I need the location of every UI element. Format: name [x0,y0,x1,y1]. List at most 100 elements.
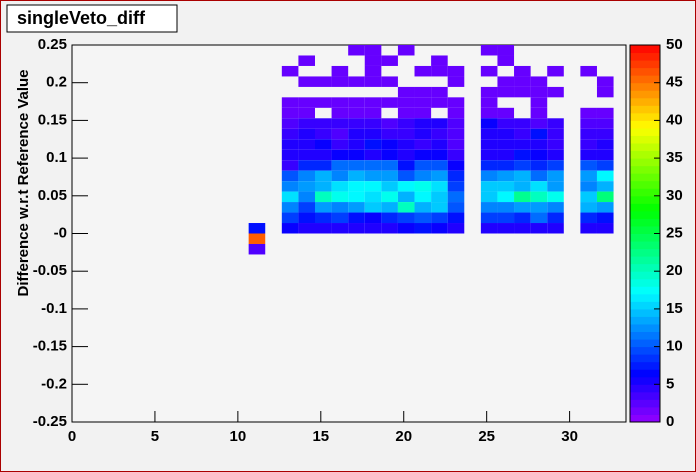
heat-cell [397,181,415,192]
heat-cell [580,139,597,150]
heat-cell [348,160,365,171]
heat-cell [530,76,548,87]
heat-cell [547,202,564,213]
heat-cell [364,55,382,66]
z-tick-label: 15 [666,300,683,317]
colorbar-strip [630,210,660,219]
heat-cell [348,76,365,87]
heat-cell [364,181,382,192]
colorbar-strip [630,165,660,174]
heat-cell [547,223,564,234]
heat-cell [364,118,382,129]
heat-cell [514,76,531,87]
heat-cell [298,55,315,66]
heat-cell [281,65,299,77]
heat-cell [497,149,515,161]
colorbar-strip [630,195,660,204]
heat-cell [497,191,515,203]
heat-cell [397,128,415,140]
colorbar-strip [630,82,660,91]
heat-cell [530,170,548,182]
heat-cell [596,160,614,171]
heat-cell [480,191,498,203]
colorbar-strip [630,135,660,144]
heat-cell [414,223,432,234]
heat-cell [364,128,382,140]
heat-cell [348,149,365,161]
colorbar-strip [630,308,660,317]
title-box [6,4,178,33]
heat-cell [497,55,515,66]
colorbar-strip [630,112,660,121]
colorbar-strip [630,97,660,106]
heat-cell [547,160,564,171]
heat-cell [447,202,465,213]
heat-cell [414,160,432,171]
heat-cell [348,45,365,56]
heat-cell [314,223,332,234]
x-tick-label: 5 [151,428,159,445]
heat-cell [348,202,365,213]
heat-cell [497,128,515,140]
heat-cell [381,212,398,224]
heat-cell [431,202,448,213]
heat-cell [364,170,382,182]
colorbar-strip [630,286,660,295]
heat-cell [530,181,548,192]
heat-cell [480,139,498,150]
heat-cell [397,97,415,108]
heat-cell [530,139,548,150]
heat-cell [480,170,498,182]
colorbar-strip [630,301,660,310]
heat-cell [348,181,365,192]
heat-cell [364,160,382,171]
heat-cell [447,191,465,203]
heat-cell [397,118,415,129]
heat-cell [298,97,315,108]
heat-cell [414,118,432,129]
z-tick-label: 35 [666,149,683,166]
heat-cell [480,149,498,161]
heat-cell [596,86,614,98]
heat-cell [431,160,448,171]
colorbar-strip [630,180,660,189]
y-tick-label: -0.25 [33,413,67,430]
heat-cell [480,65,498,77]
z-tick-label: 50 [666,36,683,53]
heat-cell [497,160,515,171]
colorbar-strip [630,241,660,250]
heat-cell [314,181,332,192]
heat-cell [431,139,448,150]
heat-cell [431,149,448,161]
heat-cell [596,118,614,129]
heat-cell [431,118,448,129]
colorbar-strip [630,339,660,348]
heat-cell [381,139,398,150]
colorbar-strip [630,75,660,84]
heat-cell [514,118,531,129]
heat-cell [447,170,465,182]
heat-cell [314,139,332,150]
heat-cell [514,212,531,224]
heat-cell [480,202,498,213]
heat-cell [447,181,465,192]
heat-cell [348,170,365,182]
heat-cell [364,107,382,119]
heat-cell [381,191,398,203]
heat-cell [331,118,349,129]
heat-cell [364,97,382,108]
heat-cell [580,149,597,161]
heat-cell [480,118,498,129]
heat-cell [530,86,548,98]
z-tick-label: 20 [666,262,683,279]
y-tick-label: 0.2 [46,74,67,91]
heat-cell [314,128,332,140]
heat-cell [381,170,398,182]
heat-cell [530,191,548,203]
heat-cell [331,107,349,119]
colorbar-strip [630,414,660,423]
colorbar-strip [630,256,660,265]
heat-cell [331,212,349,224]
heat-cell [497,107,515,119]
colorbar-strip [630,406,660,415]
